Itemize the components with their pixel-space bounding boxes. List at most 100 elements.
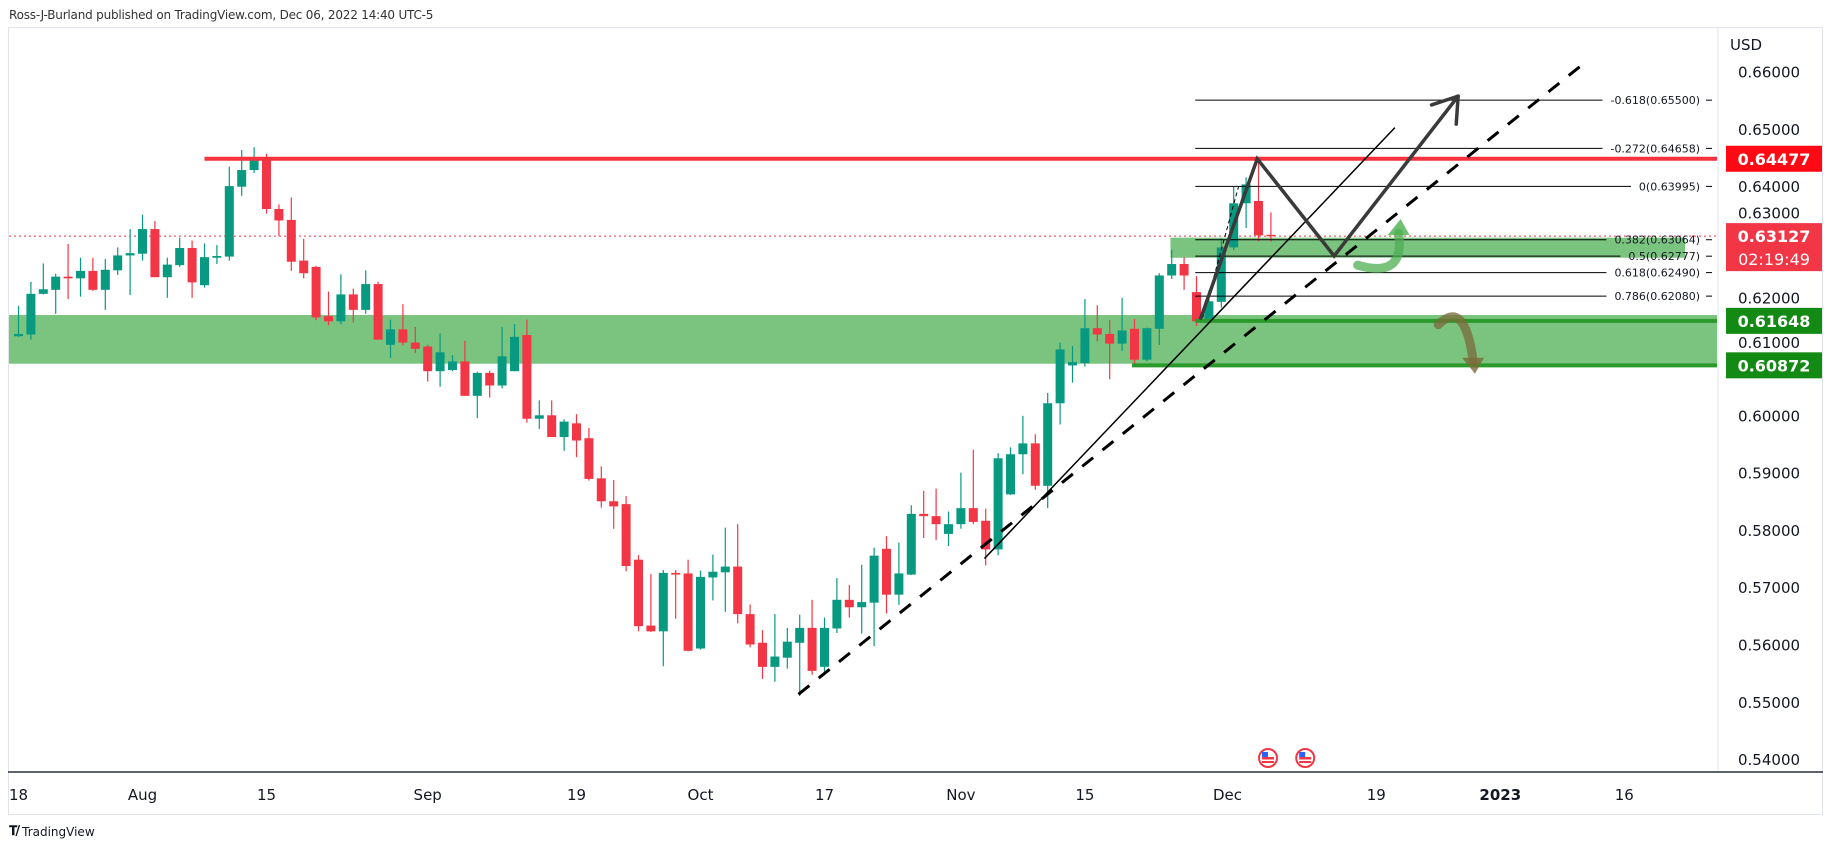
time-tick-label: 15: [257, 786, 276, 804]
candle-body: [1117, 330, 1127, 344]
candle-body: [410, 342, 420, 349]
candle-body: [745, 614, 755, 645]
candle-body: [584, 438, 594, 479]
resistance-price-badge-bg: [1726, 145, 1822, 172]
candle-body: [1043, 403, 1053, 486]
tradingview-logo[interactable]: 𝐓/ TradingView: [9, 824, 95, 839]
candle: [100, 258, 110, 310]
candle-body: [1142, 328, 1152, 360]
candle: [336, 274, 346, 325]
flag-canton: [1262, 752, 1268, 757]
candle-body: [51, 276, 61, 290]
candle-body: [336, 294, 346, 322]
candle-body: [621, 504, 631, 566]
candle-body: [844, 599, 854, 608]
candle: [1068, 345, 1077, 383]
candle: [497, 327, 507, 389]
chart-frame: [8, 27, 1823, 815]
price-tick-label: 0.59000: [1738, 465, 1800, 483]
last-price-badge-bg: [1726, 223, 1822, 272]
candle: [200, 243, 209, 288]
candle-body: [14, 333, 23, 337]
candle-body: [212, 256, 222, 258]
flag-stripe: [1262, 757, 1274, 760]
candle-body: [572, 423, 581, 441]
candle: [844, 584, 854, 618]
candle-body: [770, 656, 780, 667]
candle: [832, 578, 842, 634]
candle: [1105, 320, 1115, 380]
curved-arrow-down-icon: [1433, 312, 1478, 365]
candle-body: [956, 508, 966, 525]
candle-body: [224, 186, 234, 257]
candle-body: [758, 642, 767, 667]
candle: [373, 281, 383, 340]
candle: [547, 400, 557, 438]
price-tick-label: 0.58000: [1738, 522, 1800, 540]
candle: [1154, 273, 1164, 345]
candle-body: [869, 555, 879, 603]
candle: [423, 344, 433, 382]
candle-body: [249, 159, 259, 171]
candle: [224, 166, 234, 261]
support-upper-price-badge: 0.61648: [1726, 307, 1822, 334]
candle: [807, 599, 817, 675]
candle: [658, 570, 668, 667]
candle: [51, 273, 61, 314]
candle: [311, 265, 321, 321]
candle-body: [472, 372, 482, 396]
price-tick-label: 0.56000: [1738, 637, 1800, 655]
candle-body: [26, 293, 36, 335]
candle-body: [497, 356, 507, 386]
candle-body: [200, 257, 209, 286]
candle: [76, 257, 85, 297]
candle: [609, 480, 619, 529]
candle: [299, 238, 309, 279]
candle: [212, 245, 222, 265]
time-tick-label: 16: [1615, 786, 1634, 804]
last-price-badge-value: 0.63127: [1738, 227, 1811, 246]
candle-body: [733, 566, 743, 615]
candle-body: [596, 478, 606, 502]
candle: [919, 490, 929, 538]
support-upper-price-badge-value: 0.61648: [1738, 312, 1811, 331]
candle-body: [423, 346, 433, 372]
candle: [286, 197, 296, 271]
flag-canton: [1299, 752, 1306, 757]
candle: [63, 243, 73, 299]
candle-body: [1192, 292, 1201, 322]
candle-body: [968, 508, 978, 522]
candle: [993, 453, 1003, 556]
time-tick-label: 18: [9, 786, 28, 804]
candle: [956, 472, 966, 529]
candle: [26, 281, 36, 340]
projection-arrowhead-icon: [1454, 94, 1460, 126]
us-flag-icon[interactable]: [1258, 748, 1278, 768]
price-axis[interactable]: 0.66000 0.65000 0.64000 0.63000 0.62000 0.610…: [1738, 64, 1800, 770]
fib-level-label: 0.618(0.62490): [1614, 267, 1700, 280]
us-flag-icon[interactable]: [1295, 748, 1316, 768]
candle-body: [906, 513, 916, 575]
time-tick-label: 19: [567, 786, 586, 804]
candle: [882, 536, 891, 614]
price-tick-label: 0.54000: [1738, 751, 1800, 769]
candle-body: [237, 170, 247, 187]
price-tick-label: 0.63000: [1738, 204, 1800, 222]
price-badges: 0.64477 0.63127 02:19:49 0.61648 0.60872: [1726, 145, 1822, 379]
candle: [460, 340, 470, 396]
candle-body: [1216, 247, 1226, 302]
candle-body: [832, 599, 842, 629]
candle-body: [882, 548, 891, 595]
candle: [708, 554, 718, 601]
candle: [1055, 342, 1065, 425]
time-axis[interactable]: 18 Aug 15 Sep 19 Oct 17 Nov 15 Dec 19 2023 16: [9, 786, 1634, 804]
candle: [361, 270, 371, 314]
candle: [869, 547, 879, 647]
candle-body: [1055, 349, 1065, 404]
drawings-layer: -0.618(0.65500) -0.272(0.64658) 0(0.63995)…: [204, 64, 1717, 768]
candle-body: [286, 219, 296, 262]
candle: [113, 247, 123, 275]
candle-body: [981, 520, 991, 550]
candle: [435, 333, 445, 387]
